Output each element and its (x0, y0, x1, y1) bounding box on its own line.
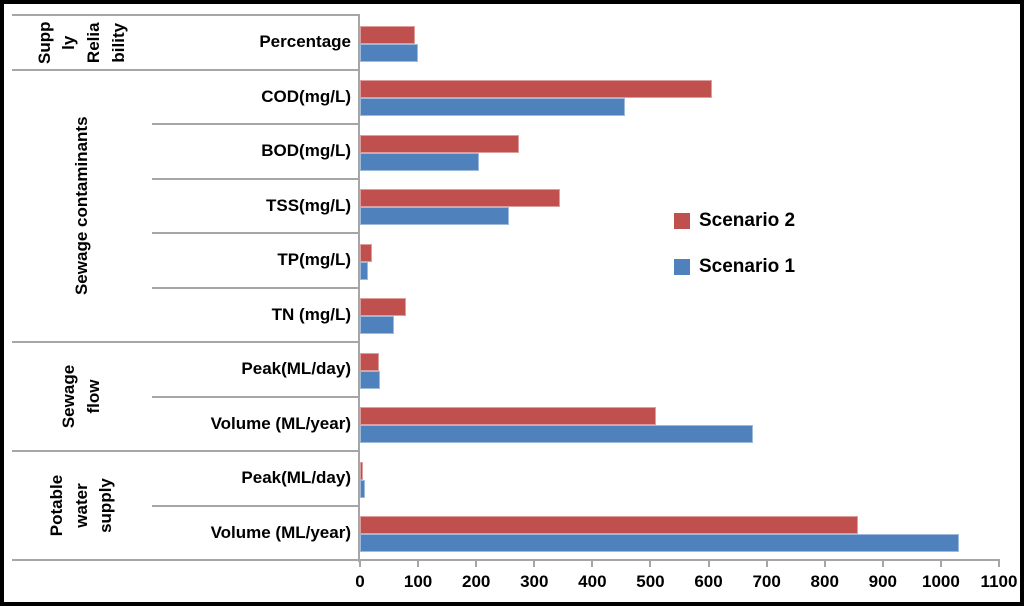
x-axis-tick-label: 200 (461, 572, 491, 591)
legend-label: Scenario 1 (699, 256, 796, 277)
group-label-box: Sewage flow (12, 342, 152, 451)
category-label: Peak(ML/day) (241, 359, 351, 379)
legend-swatch-icon (674, 259, 690, 275)
x-axis-tick (707, 559, 710, 567)
grouped-horizontal-bar-chart: Supp ly Relia bility Sewage contaminants S… (4, 4, 1020, 602)
x-axis-tick (998, 559, 1000, 567)
bar-scenario-1 (360, 152, 480, 171)
value-axis-line (352, 559, 999, 561)
x-axis-tick-label: 600 (694, 572, 723, 591)
group-label-box: Sewage contaminants (12, 70, 152, 343)
x-axis-tick-label: 1100 (980, 572, 1018, 591)
bar-scenario-1 (360, 534, 960, 552)
legend-swatch-icon (674, 213, 690, 229)
group-label: Sewage flow (59, 364, 103, 429)
x-axis-tick-label: 500 (636, 572, 665, 591)
category-label: Volume (ML/year) (210, 522, 351, 542)
x-axis-tick-label: 400 (578, 572, 607, 591)
category-label: Peak(ML/day) (241, 468, 351, 488)
group-separator-line (12, 450, 360, 452)
x-axis-tick (881, 559, 884, 567)
group-label: Potable water supply (47, 474, 116, 537)
category-separator-line (152, 123, 360, 125)
x-axis-tick-label: 900 (868, 572, 897, 591)
category-axis-line (358, 15, 360, 562)
group-separator-line (12, 14, 360, 16)
group-label: Sewage contaminants (71, 116, 91, 296)
x-axis-tick (939, 559, 942, 567)
bar-scenario-1 (360, 316, 395, 334)
x-axis-tick (359, 559, 361, 567)
group-label-box: Potable water supply (12, 451, 152, 560)
category-separator-line (152, 232, 360, 234)
x-axis-tick-label: 300 (520, 572, 549, 591)
bar-scenario-1 (360, 425, 754, 443)
category-label: TP(mg/L) (277, 250, 351, 270)
x-axis-tick (417, 559, 420, 567)
bar-scenario-2 (360, 25, 416, 44)
x-axis-tick (591, 559, 594, 567)
bar-scenario-2 (360, 298, 406, 316)
bar-scenario-1 (360, 207, 510, 225)
bar-scenario-2 (360, 189, 560, 207)
group-label-box: Supp ly Relia bility (12, 15, 152, 70)
x-axis-tick (533, 559, 536, 567)
x-axis-tick (649, 559, 652, 567)
group-separator-line (12, 559, 360, 561)
group-label: Supp ly Relia bility (34, 21, 128, 64)
category-label: TSS(mg/L) (266, 195, 351, 215)
bar-scenario-2 (360, 134, 520, 153)
category-label: BOD(mg/L) (261, 141, 351, 161)
bar-scenario-1 (360, 261, 368, 280)
category-label: Percentage (259, 32, 351, 52)
x-axis-tick-label: 700 (752, 572, 781, 591)
bar-scenario-2 (360, 461, 364, 480)
category-label: Volume (ML/year) (210, 413, 351, 433)
bar-scenario-2 (360, 352, 379, 371)
bar-scenario-2 (360, 80, 713, 98)
bar-scenario-2 (360, 243, 373, 262)
legend-item: Scenario 2 (674, 210, 795, 232)
x-axis-tick-label: 0 (355, 572, 365, 591)
bar-scenario-1 (360, 479, 366, 498)
x-axis-tick-label: 1000 (921, 572, 960, 591)
bar-scenario-1 (360, 98, 625, 116)
x-axis-tick (823, 559, 826, 567)
category-separator-line (152, 286, 360, 289)
bar-scenario-1 (360, 43, 419, 62)
group-separator-line (12, 68, 360, 71)
x-axis-tick-label: 100 (403, 572, 433, 591)
legend-item: Scenario 1 (674, 256, 795, 278)
category-separator-line (152, 177, 360, 180)
category-label: TN (mg/L) (271, 304, 351, 324)
x-axis-tick (475, 559, 478, 567)
bar-scenario-1 (360, 370, 380, 389)
group-separator-line (12, 341, 360, 343)
category-separator-line (152, 504, 360, 507)
bar-scenario-2 (360, 407, 657, 425)
x-axis-tick-label: 800 (810, 572, 839, 591)
x-axis-tick (765, 559, 768, 567)
legend-label: Scenario 2 (699, 210, 796, 231)
bar-scenario-2 (360, 516, 858, 534)
category-separator-line (152, 395, 360, 398)
category-label: COD(mg/L) (261, 86, 351, 106)
